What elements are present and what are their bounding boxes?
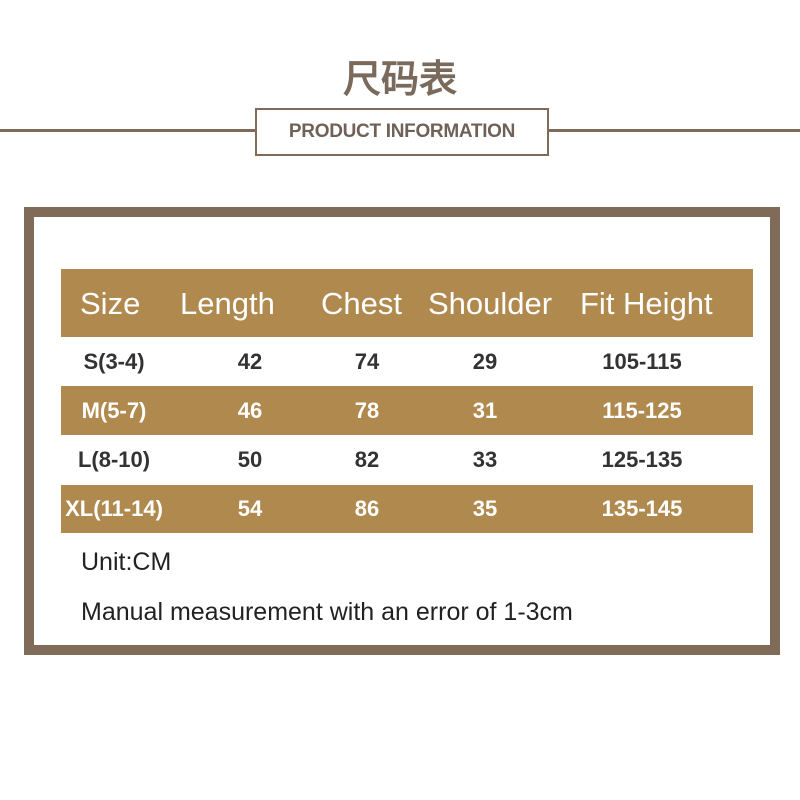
table-cell: 42 [237,348,263,374]
table-cell: XL(11-14) [65,496,163,521]
table-row: XL(11-14) 54 86 35 135-145 [61,485,753,533]
measurement-note: Manual measurement with an error of 1-3c… [81,598,573,626]
table-cell: 86 [354,496,380,521]
divider-right [547,129,800,132]
table-cell: L(8-10) [77,447,151,472]
page-title: 尺码表 [342,57,457,101]
table-cell: 31 [472,397,498,423]
header-fit-height: Fit Height [580,286,713,321]
table-cell: 74 [354,348,380,374]
product-information-label: PRODUCT INFORMATION [255,108,549,156]
table-cell: 82 [354,447,380,472]
table-cell: 29 [472,348,498,374]
table-cell: 105-115 [602,348,682,374]
table-row: M(5-7) 46 78 31 115-125 [61,386,753,435]
table-cell: 35 [472,496,498,521]
table-row: L(8-10) 50 82 33 125-135 [61,435,753,485]
header-size: Size [80,286,141,321]
table-cell: 135-145 [601,496,683,521]
table-header: Size Length Chest Shoulder Fit Height [61,269,753,337]
header-chest: Chest [321,286,402,321]
unit-note: Unit:CM [81,548,172,576]
table-cell: 50 [237,447,263,472]
table-row: S(3-4) 42 74 29 105-115 [61,337,753,386]
header-length: Length [180,286,275,321]
table-cell: 33 [472,447,498,472]
table-cell: 78 [354,397,380,423]
table-cell: 125-135 [601,447,683,472]
table-cell: 115-125 [602,397,682,423]
divider-left [0,129,256,132]
header-shoulder: Shoulder [428,286,553,321]
table-cell: S(3-4) [83,348,145,374]
table-cell: 46 [237,397,263,423]
table-cell: M(5-7) [81,397,147,423]
table-cell: 54 [237,496,263,521]
